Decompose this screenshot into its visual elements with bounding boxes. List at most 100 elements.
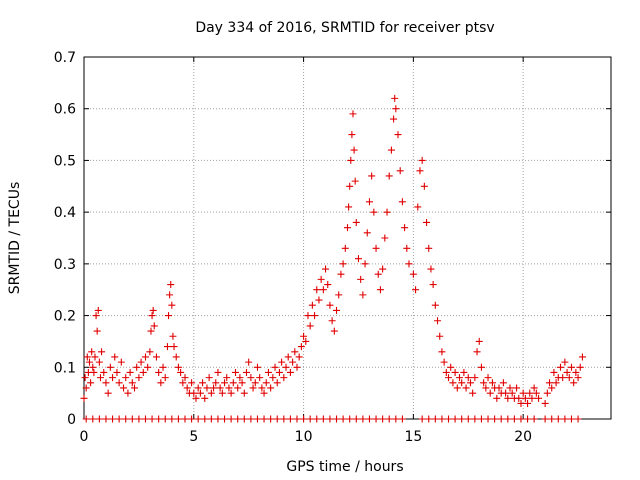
data-point	[376, 286, 384, 294]
data-point	[95, 358, 103, 366]
data-point	[166, 291, 174, 299]
data-point	[155, 415, 163, 423]
data-point	[541, 399, 549, 407]
data-point	[269, 374, 277, 382]
data-point	[484, 415, 492, 423]
data-point	[541, 415, 549, 423]
data-point	[359, 291, 367, 299]
data-point	[447, 363, 455, 371]
data-point	[574, 415, 582, 423]
data-point	[236, 374, 244, 382]
data-point	[543, 389, 551, 397]
x-tick-label: 15	[404, 429, 422, 445]
data-point	[133, 363, 141, 371]
data-point	[96, 374, 104, 382]
data-point	[194, 384, 202, 392]
data-point	[291, 348, 299, 356]
x-tick-label: 20	[514, 429, 532, 445]
data-point	[207, 389, 215, 397]
data-point	[460, 368, 468, 376]
data-point	[275, 368, 283, 376]
data-point	[109, 415, 117, 423]
data-point	[122, 374, 130, 382]
data-point	[363, 229, 371, 237]
data-point	[183, 384, 191, 392]
data-point	[510, 415, 518, 423]
data-point	[339, 260, 347, 268]
data-point	[181, 415, 189, 423]
data-point	[390, 115, 398, 123]
data-point	[104, 389, 112, 397]
x-tick-label: 0	[80, 429, 89, 445]
data-point	[341, 244, 349, 252]
data-point	[491, 415, 499, 423]
data-point	[146, 348, 154, 356]
data-point	[111, 353, 119, 361]
data-point	[106, 363, 114, 371]
data-point	[264, 368, 272, 376]
data-point	[434, 317, 442, 325]
data-point	[179, 379, 187, 387]
data-point	[385, 415, 393, 423]
data-point	[548, 384, 556, 392]
data-point	[354, 255, 362, 263]
data-point	[383, 208, 391, 216]
data-point	[109, 374, 117, 382]
data-point	[306, 415, 314, 423]
data-point	[464, 374, 472, 382]
data-point	[152, 353, 160, 361]
data-point	[451, 368, 459, 376]
data-point	[141, 353, 149, 361]
data-point	[504, 394, 512, 402]
data-point	[240, 389, 248, 397]
data-point	[374, 270, 382, 278]
data-point	[286, 368, 294, 376]
data-point	[502, 389, 510, 397]
data-point	[484, 374, 492, 382]
data-point	[102, 415, 110, 423]
data-point	[306, 322, 314, 330]
data-point	[188, 379, 196, 387]
data-point	[240, 415, 248, 423]
data-point	[324, 281, 332, 289]
data-point	[293, 363, 301, 371]
data-point	[94, 306, 102, 314]
data-point	[207, 415, 215, 423]
data-point	[513, 384, 521, 392]
data-point	[273, 379, 281, 387]
data-point	[253, 415, 261, 423]
data-point	[87, 379, 95, 387]
data-point	[392, 105, 400, 113]
data-point	[315, 296, 323, 304]
y-tick-label: 0.2	[54, 309, 76, 325]
data-point	[242, 368, 250, 376]
data-point	[326, 301, 334, 309]
data-point	[148, 415, 156, 423]
data-point	[95, 415, 103, 423]
data-point	[455, 374, 463, 382]
data-point	[550, 368, 558, 376]
data-point	[442, 368, 450, 376]
data-point	[451, 415, 459, 423]
data-point	[339, 415, 347, 423]
data-point	[168, 301, 176, 309]
data-point	[256, 374, 264, 382]
data-point	[506, 384, 514, 392]
data-point	[89, 415, 97, 423]
data-point	[135, 415, 143, 423]
data-point	[234, 384, 242, 392]
data-point	[563, 368, 571, 376]
data-point	[165, 312, 173, 320]
data-point	[576, 363, 584, 371]
data-point	[554, 415, 562, 423]
data-point	[167, 281, 175, 289]
data-point	[471, 374, 479, 382]
data-point	[317, 275, 325, 283]
data-point	[262, 379, 270, 387]
data-point	[565, 374, 573, 382]
data-point	[348, 131, 356, 139]
data-point	[88, 348, 96, 356]
data-point	[322, 265, 330, 273]
data-point	[473, 348, 481, 356]
data-point	[449, 379, 457, 387]
